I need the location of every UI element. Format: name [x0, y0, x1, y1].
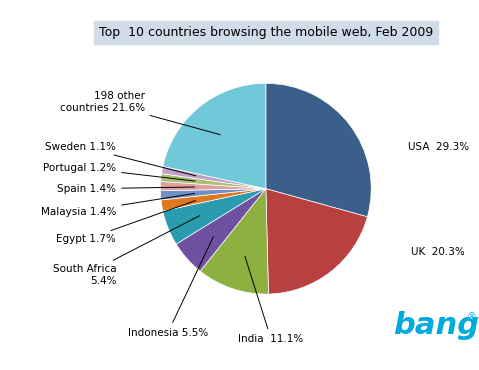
- Text: Malaysia 1.4%: Malaysia 1.4%: [41, 194, 195, 217]
- Wedge shape: [163, 83, 266, 189]
- Text: South Africa
5.4%: South Africa 5.4%: [53, 216, 200, 286]
- Title: Top  10 countries browsing the mobile web, Feb 2009: Top 10 countries browsing the mobile web…: [99, 26, 433, 39]
- Wedge shape: [176, 189, 266, 271]
- Text: USA  29.3%: USA 29.3%: [408, 142, 469, 152]
- Wedge shape: [163, 189, 266, 244]
- Wedge shape: [160, 189, 266, 200]
- Wedge shape: [266, 189, 367, 294]
- Wedge shape: [161, 166, 266, 189]
- Text: Egypt 1.7%: Egypt 1.7%: [57, 201, 195, 244]
- Wedge shape: [161, 174, 266, 189]
- Text: India  11.1%: India 11.1%: [239, 256, 304, 344]
- Text: UK  20.3%: UK 20.3%: [411, 247, 465, 257]
- Wedge shape: [266, 83, 371, 217]
- Text: Spain 1.4%: Spain 1.4%: [57, 184, 194, 194]
- Text: Sweden 1.1%: Sweden 1.1%: [46, 142, 196, 176]
- Text: Portugal 1.2%: Portugal 1.2%: [43, 163, 195, 181]
- Wedge shape: [200, 189, 269, 294]
- Wedge shape: [160, 181, 266, 191]
- Text: bango: bango: [393, 312, 479, 340]
- Text: ®: ®: [467, 312, 477, 322]
- Text: 198 other
countries 21.6%: 198 other countries 21.6%: [59, 91, 220, 135]
- Text: Indonesia 5.5%: Indonesia 5.5%: [127, 237, 214, 338]
- Wedge shape: [161, 189, 266, 211]
